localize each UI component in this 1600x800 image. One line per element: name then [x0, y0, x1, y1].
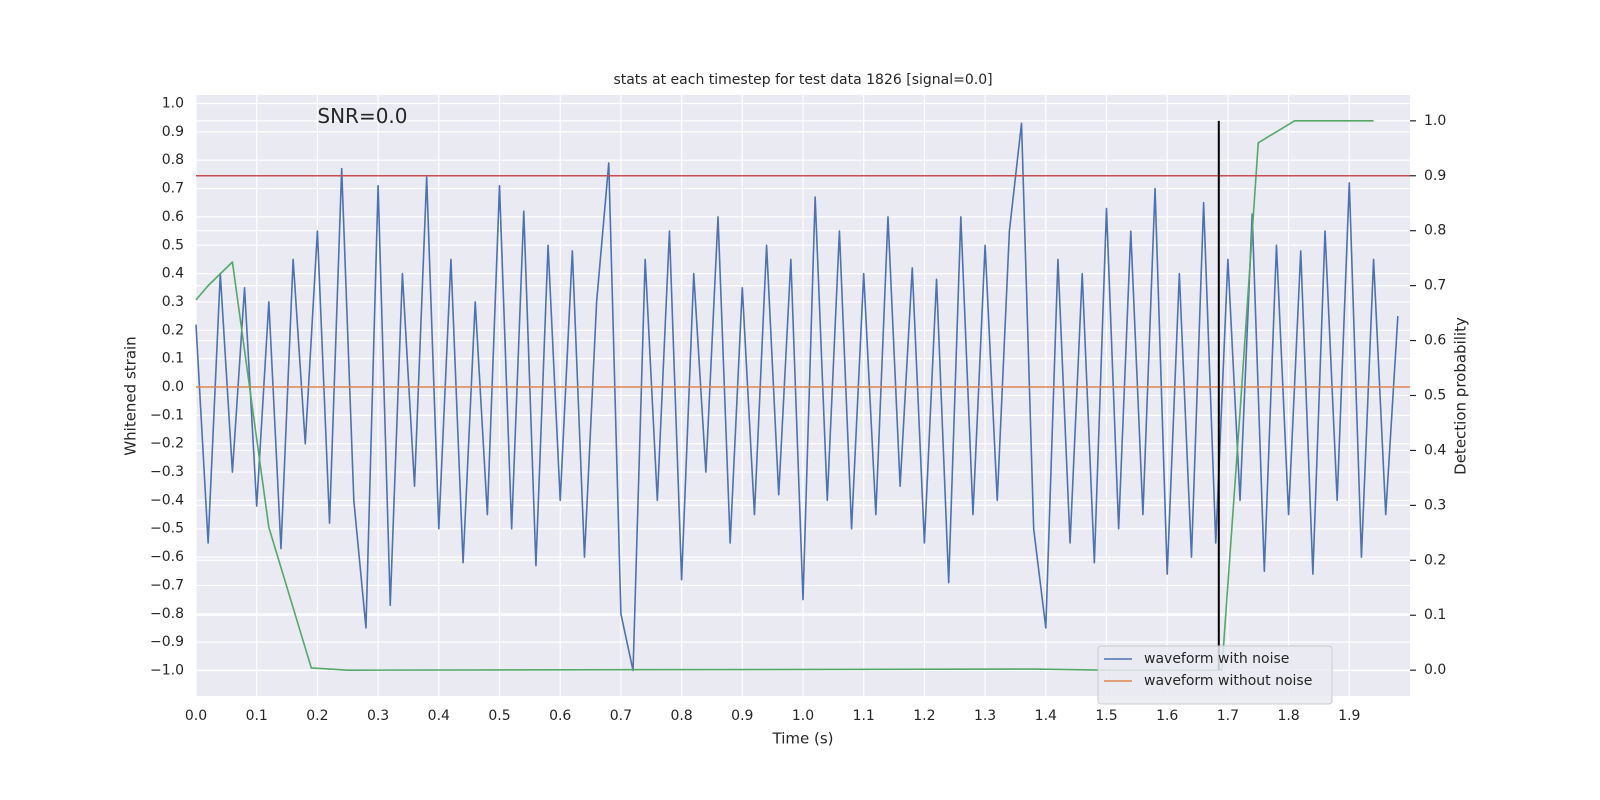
y-tick-label: 0.9 — [162, 124, 184, 140]
y-tick-label: 0.7 — [162, 181, 184, 197]
chart-title: stats at each timestep for test data 182… — [613, 72, 992, 88]
x-tick-label: 1.4 — [1035, 708, 1057, 724]
y-tick-label: 0.0 — [162, 379, 184, 395]
x-tick-label: 1.2 — [913, 708, 935, 724]
y-tick-label: −0.1 — [150, 407, 184, 423]
y-tick-label: 0.2 — [162, 322, 184, 338]
y-tick-label: 0.5 — [162, 237, 184, 253]
series-line — [195, 120, 1374, 671]
y-tick-label: −0.7 — [150, 577, 184, 593]
y2-tick-label: 0.1 — [1424, 607, 1446, 623]
y2-axis-label: Detection probability — [1452, 317, 1470, 475]
x-tick-label: 0.0 — [185, 708, 207, 724]
x-tick-label: 0.7 — [610, 708, 632, 724]
y2-tick-label: 0.5 — [1424, 388, 1446, 404]
x-tick-label: 0.4 — [428, 708, 450, 724]
x-tick-label: 1.6 — [1156, 708, 1178, 724]
y-tick-label: 0.1 — [162, 351, 184, 367]
legend-label: waveform with noise — [1144, 651, 1289, 667]
x-tick-label: 0.9 — [731, 708, 753, 724]
y-tick-label: −0.8 — [150, 606, 184, 622]
y2-tick-label: 0.7 — [1424, 278, 1446, 294]
x-tick-label: 1.9 — [1338, 708, 1360, 724]
y2-tick-label: 0.6 — [1424, 333, 1446, 349]
x-tick-label: 0.2 — [306, 708, 328, 724]
y-tick-label: 1.0 — [162, 96, 184, 112]
x-tick-label: 1.3 — [974, 708, 996, 724]
y-tick-label: −0.3 — [150, 464, 184, 480]
legend-box — [1097, 645, 1333, 705]
y-tick-label: 0.6 — [162, 209, 184, 225]
x-tick-label: 1.1 — [853, 708, 875, 724]
y-tick-label: −1.0 — [150, 662, 184, 678]
y-tick-label: 0.8 — [162, 152, 184, 168]
y2-tick-label: 0.8 — [1424, 223, 1446, 239]
series-line — [195, 122, 1399, 672]
x-tick-label: 0.1 — [246, 708, 268, 724]
y2-tick-label: 1.0 — [1424, 113, 1446, 129]
x-tick-label: 1.7 — [1217, 708, 1239, 724]
y-tick-label: −0.6 — [150, 549, 184, 565]
y2-tick-label: 0.4 — [1424, 442, 1446, 458]
x-axis-label: Time (s) — [772, 730, 834, 748]
x-tick-label: 1.5 — [1095, 708, 1117, 724]
y2-tick-label: 0.2 — [1424, 552, 1446, 568]
y2-tick-label: 0.3 — [1424, 497, 1446, 513]
y-tick-label: −0.9 — [150, 634, 184, 650]
y-tick-label: −0.4 — [150, 492, 184, 508]
x-tick-label: 0.5 — [488, 708, 510, 724]
y-tick-label: 0.3 — [162, 294, 184, 310]
x-tick-label: 0.3 — [367, 708, 389, 724]
x-tick-label: 1.8 — [1277, 708, 1299, 724]
y-tick-label: −0.2 — [150, 436, 184, 452]
annotation: SNR=0.0 — [317, 104, 407, 128]
legend-label: waveform without noise — [1144, 673, 1312, 689]
x-tick-label: 1.0 — [792, 708, 814, 724]
x-tick-label: 0.8 — [670, 708, 692, 724]
y-tick-label: 0.4 — [162, 266, 184, 282]
y2-tick-label: 0.0 — [1424, 662, 1446, 678]
x-tick-label: 0.6 — [549, 708, 571, 724]
y-axis-label: Whitened strain — [122, 336, 140, 455]
y2-tick-label: 0.9 — [1424, 168, 1446, 184]
y-tick-label: −0.5 — [150, 521, 184, 537]
